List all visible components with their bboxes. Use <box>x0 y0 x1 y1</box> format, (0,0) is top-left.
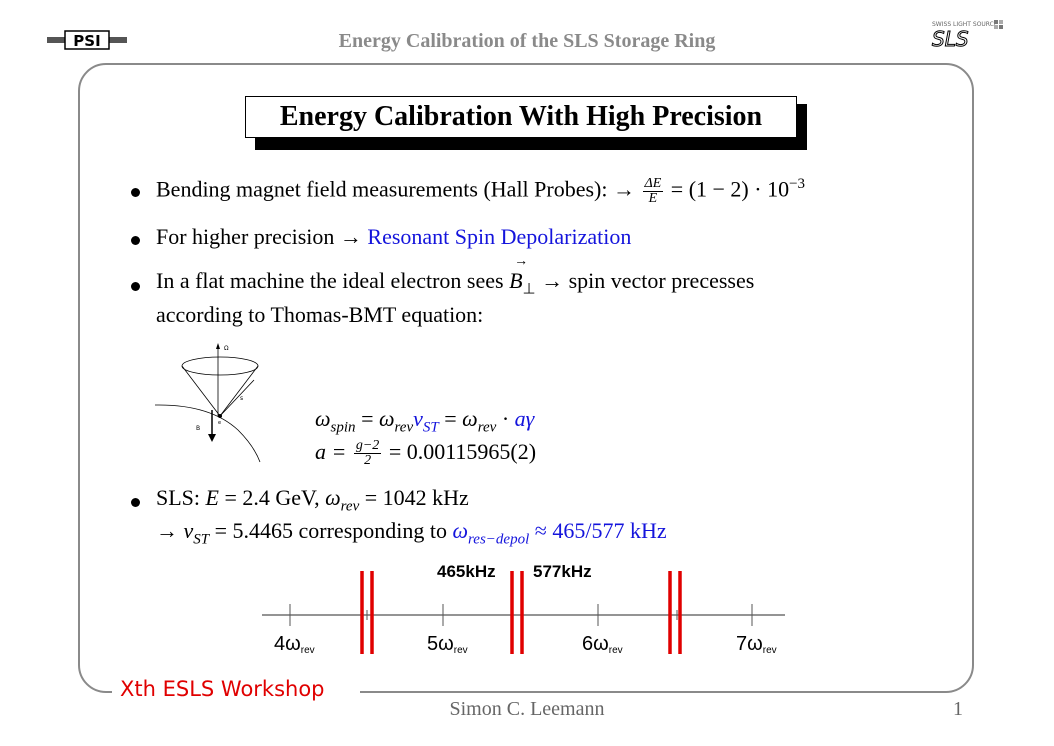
tick-label-4: 4ωrev <box>274 633 315 656</box>
anomaly-fraction: g−2 2 <box>353 438 382 469</box>
bullet-4-line-2: → νST = 5.4465 corresponding to ωres−dep… <box>156 518 667 548</box>
bullet-3-text-a: In a flat machine the ideal electron see… <box>156 268 504 293</box>
b-vector-symbol: → B⊥ <box>509 254 536 298</box>
sls-logo: SWISS LIGHT SOURCE SLS <box>928 18 1008 57</box>
bullet-3-line-1: In a flat machine the ideal electron see… <box>156 254 755 298</box>
spin-vector-label: s <box>240 395 243 402</box>
sls-logo-caption: SWISS LIGHT SOURCE <box>932 21 998 28</box>
frequency-spectrum-diagram: 465kHz 577kHz 4ωrev 5ωrev 6ωrev 7ωrev <box>240 560 800 670</box>
footer-mask <box>112 678 360 708</box>
page-number: 1 <box>953 698 963 720</box>
arrow-icon: → <box>339 224 362 249</box>
equation-omega-spin: ωspin = ωrevνST = ωrev · aγ <box>315 406 535 436</box>
tick-label-7: 7ωrev <box>736 633 777 656</box>
bullet-1-rhs: = (1 − 2) · 10 <box>670 176 790 202</box>
resonant-spin-depolarization-link[interactable]: Resonant Spin Depolarization <box>367 224 632 249</box>
bullet-2-text: For higher precision <box>156 224 335 249</box>
label-577khz: 577kHz <box>533 562 592 581</box>
bullet-1-text: Bending magnet field measurements (Hall … <box>156 176 608 202</box>
bullet-icon <box>131 236 140 245</box>
bullet-1-exp: −3 <box>789 176 806 192</box>
psi-logo: PSI <box>47 30 127 57</box>
tick-label-6: 6ωrev <box>582 633 623 656</box>
svg-text:e: e <box>218 420 221 426</box>
bullet-icon <box>131 282 140 291</box>
bullet-4-line-1: SLS: E = 2.4 GeV, ωrev = 1042 kHz <box>156 485 469 515</box>
delta-e-fraction: ΔE E <box>642 175 664 206</box>
equation-anomaly: a = g−2 2 = 0.00115965(2) <box>315 438 537 469</box>
bullet-icon <box>131 188 140 197</box>
arrow-icon: → <box>156 518 178 543</box>
tick-label-5: 5ωrev <box>427 633 468 656</box>
bullet-icon <box>131 498 140 507</box>
psi-logo-text: PSI <box>73 32 100 50</box>
sls-logo-text: SLS <box>932 27 969 51</box>
slide-title: Energy Calibration With High Precision <box>245 96 797 138</box>
presenter-name: Simon C. Leemann <box>449 698 605 720</box>
omega-axis-label: Ω <box>224 345 229 352</box>
spin-precession-diagram: Ω s e B <box>150 338 280 473</box>
workshop-name: Xth ESLS Workshop <box>120 677 325 701</box>
bullet-3-line-2: according to Thomas-BMT equation: <box>156 302 484 327</box>
label-465khz: 465kHz <box>437 562 496 581</box>
slide-frame <box>78 63 974 693</box>
arrow-icon: → <box>613 176 635 202</box>
bullet-1: Bending magnet field measurements (Hall … <box>156 176 805 206</box>
bullet-3-text-b: → spin vector precesses <box>541 268 755 293</box>
bullet-2: For higher precision → Resonant Spin Dep… <box>156 224 631 250</box>
b-field-label: B <box>196 425 200 432</box>
header-title: Energy Calibration of the SLS Storage Ri… <box>338 30 716 52</box>
